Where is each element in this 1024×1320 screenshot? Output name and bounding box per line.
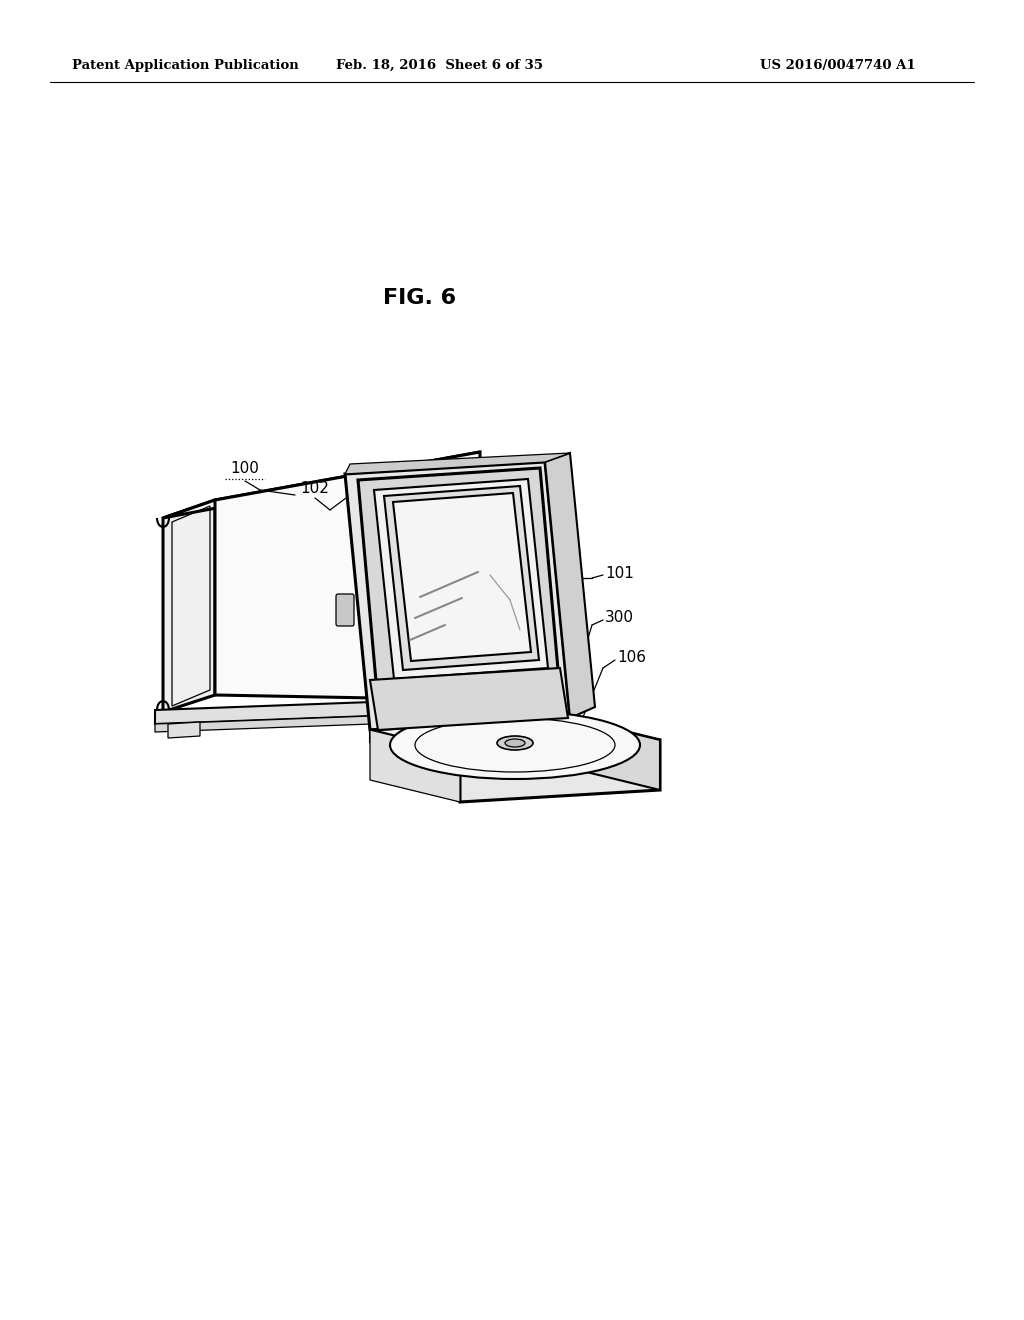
- Polygon shape: [155, 698, 480, 723]
- FancyBboxPatch shape: [336, 594, 354, 626]
- Polygon shape: [374, 479, 548, 678]
- Polygon shape: [370, 730, 460, 803]
- Polygon shape: [460, 741, 660, 803]
- Polygon shape: [163, 500, 215, 711]
- Polygon shape: [163, 451, 480, 517]
- Text: FIG. 6: FIG. 6: [383, 288, 457, 308]
- Polygon shape: [370, 718, 660, 752]
- Text: 106: 106: [617, 651, 646, 665]
- Polygon shape: [358, 469, 562, 726]
- Text: 102: 102: [301, 480, 330, 496]
- Polygon shape: [384, 486, 539, 671]
- Polygon shape: [345, 462, 570, 730]
- Polygon shape: [345, 453, 570, 474]
- Ellipse shape: [390, 711, 640, 779]
- Polygon shape: [370, 706, 568, 742]
- Polygon shape: [168, 722, 200, 738]
- Polygon shape: [545, 453, 595, 718]
- Polygon shape: [155, 711, 480, 733]
- Ellipse shape: [505, 739, 525, 747]
- Polygon shape: [393, 492, 531, 661]
- Text: 101: 101: [605, 565, 634, 581]
- Text: US 2016/0047740 A1: US 2016/0047740 A1: [760, 58, 915, 71]
- Text: 100: 100: [230, 461, 259, 477]
- Text: Feb. 18, 2016  Sheet 6 of 35: Feb. 18, 2016 Sheet 6 of 35: [337, 58, 544, 71]
- Polygon shape: [370, 668, 568, 730]
- Text: 300: 300: [605, 610, 634, 626]
- Polygon shape: [380, 711, 412, 729]
- Polygon shape: [570, 718, 660, 789]
- Ellipse shape: [497, 737, 534, 750]
- Text: Patent Application Publication: Patent Application Publication: [72, 58, 299, 71]
- Polygon shape: [215, 451, 480, 700]
